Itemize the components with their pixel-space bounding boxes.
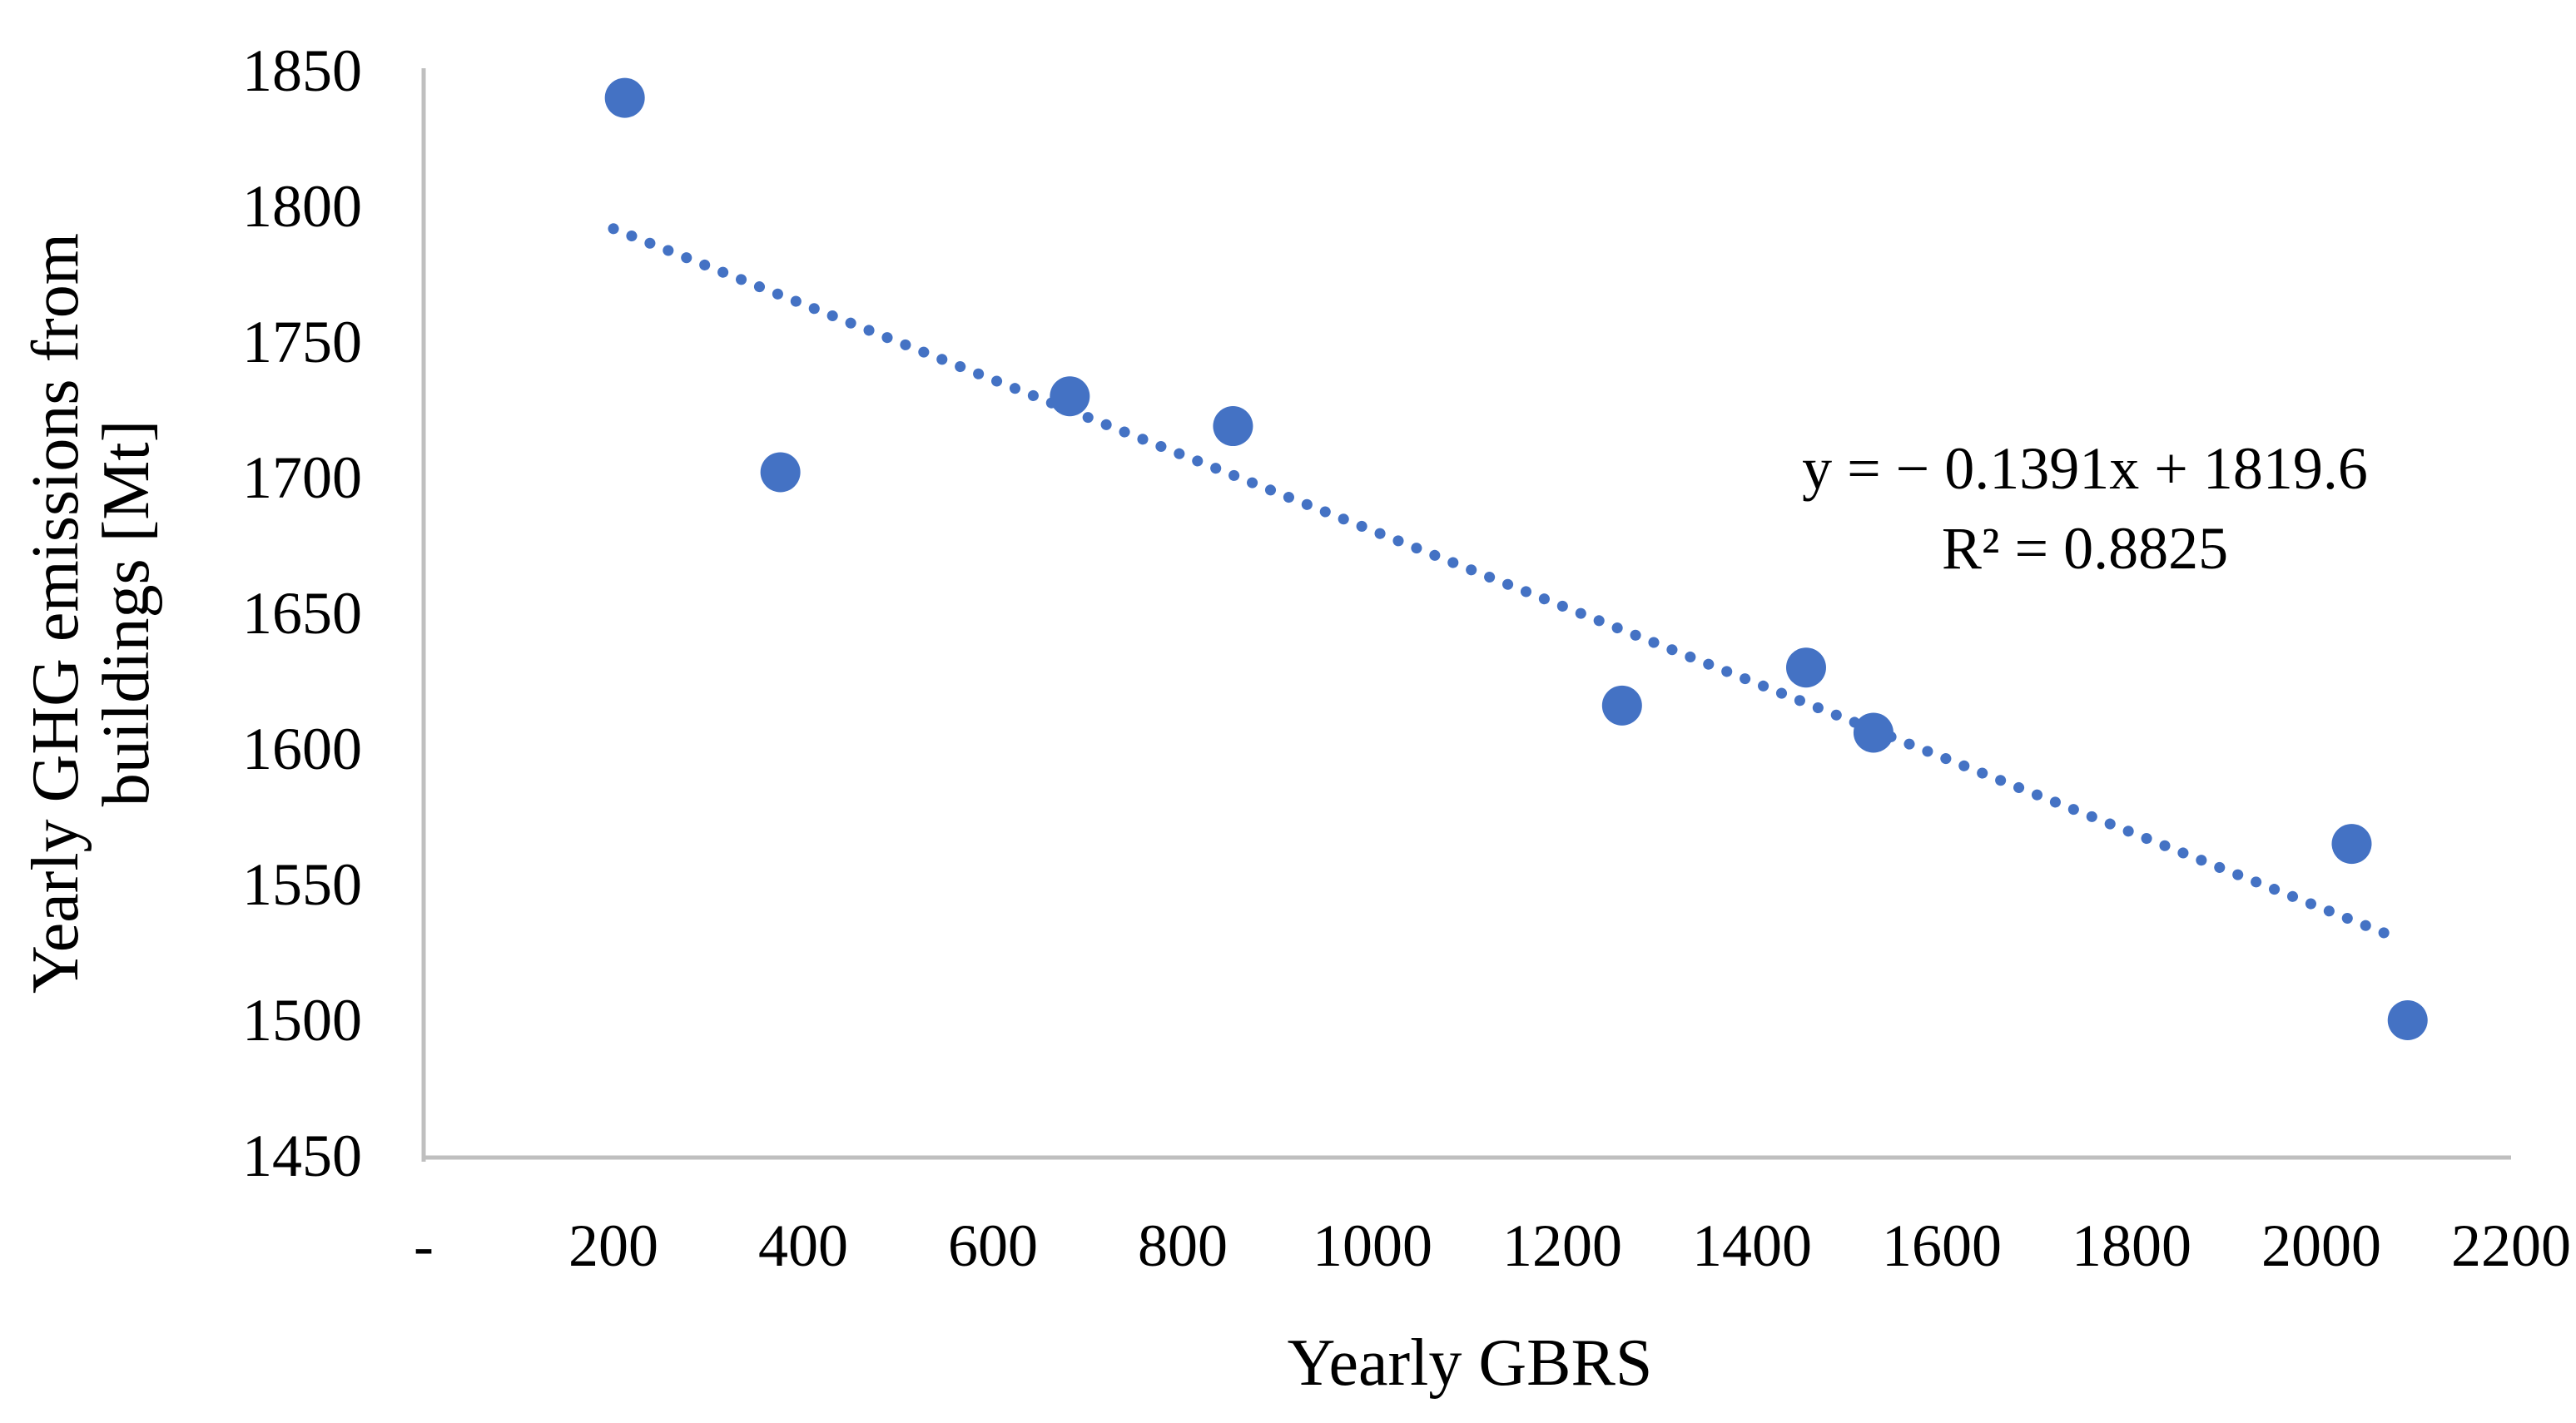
y-tick-label-1450: 1450 (242, 1123, 362, 1189)
y-tick-label-1650: 1650 (242, 580, 362, 647)
x-tick-label-800: 800 (1138, 1212, 1228, 1279)
x-tick-label-1200: 1200 (1502, 1212, 1622, 1279)
data-point (2331, 824, 2372, 865)
y-tick-label-1700: 1700 (242, 444, 362, 511)
trendline-equation: y = − 0.1391x + 1819.6 (1802, 435, 2368, 502)
trendline-r-squared: R² = 0.8825 (1941, 515, 2229, 582)
y-tick-label-1800: 1800 (242, 173, 362, 240)
data-point (1601, 685, 1642, 726)
data-point (760, 452, 801, 493)
data-point (2387, 1000, 2428, 1040)
trendline-dotted (608, 223, 2403, 944)
x-tick-label-600: 600 (948, 1212, 1038, 1279)
data-point (1213, 406, 1253, 447)
data-point (1785, 647, 1826, 688)
data-point (604, 77, 645, 118)
y-tick-label-1500: 1500 (242, 987, 362, 1054)
y-tick-label-1600: 1600 (242, 716, 362, 782)
y-axis-title: Yearly GHG emissions from buildings [Mt] (19, 31, 163, 1196)
x-tick-label-400: 400 (758, 1212, 848, 1279)
x-tick-label-1600: 1600 (1882, 1212, 2002, 1279)
y-tick-label-1850: 1850 (242, 37, 362, 104)
x-tick-label-1000: 1000 (1313, 1212, 1432, 1279)
y-tick-label-1750: 1750 (242, 309, 362, 375)
x-tick-label-2000: 2000 (2261, 1212, 2381, 1279)
data-point (1050, 376, 1090, 417)
trendline-annotation: y = − 0.1391x + 1819.6 R² = 0.8825 (1781, 429, 2389, 588)
x-tick-label-200: 200 (568, 1212, 658, 1279)
x-axis-title: Yearly GBRS (1287, 1326, 1653, 1400)
y-tick-label-1550: 1550 (242, 851, 362, 918)
y-axis-title-line1: Yearly GHG emissions from (19, 232, 92, 994)
x-tick-label-0: - (414, 1212, 434, 1279)
x-tick-label-1800: 1800 (2072, 1212, 2191, 1279)
x-tick-label-2200: 2200 (2451, 1212, 2571, 1279)
x-tick-label-1400: 1400 (1692, 1212, 1812, 1279)
y-axis-title-line2: buildings [Mt] (90, 419, 163, 807)
data-point (1853, 712, 1894, 753)
